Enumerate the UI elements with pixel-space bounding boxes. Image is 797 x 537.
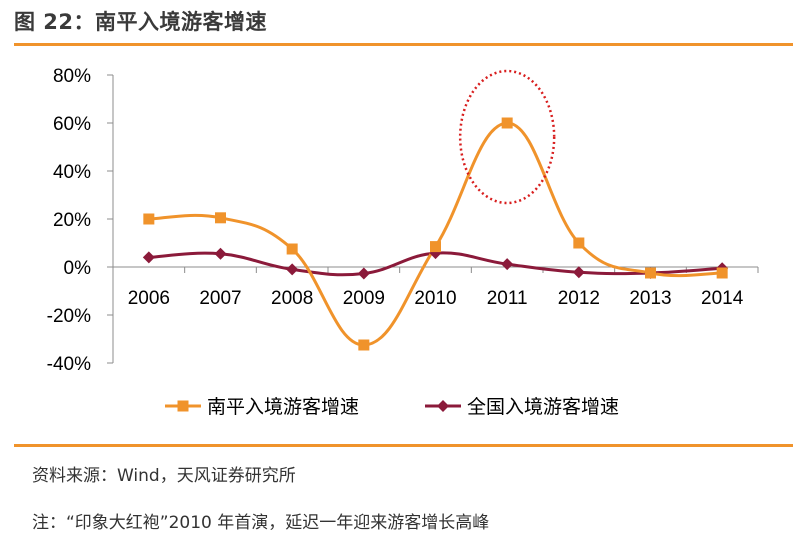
footer-divider — [14, 444, 793, 447]
x-tick-label: 2010 — [414, 288, 456, 309]
chart-legend: 南平入境游客增速 全国入境游客增速 — [165, 396, 619, 418]
y-tick-label: 20% — [53, 210, 91, 231]
x-tick-label: 2012 — [558, 288, 600, 309]
series-1-point — [286, 243, 298, 255]
series-1-point — [716, 267, 728, 279]
x-tick-label: 2013 — [629, 288, 671, 309]
series-1-point — [501, 117, 513, 129]
series-2-point — [214, 247, 227, 260]
x-tick-label: 2009 — [343, 288, 385, 309]
series-line-1 — [148, 121, 723, 347]
series-1-point — [573, 237, 585, 249]
y-axis: -40% -20% 0% 20% 40% 60% 80% — [47, 66, 114, 375]
highlight-ellipse — [458, 69, 556, 205]
x-axis: 2006 2007 2008 2009 2010 2011 2012 2013 2014 — [112, 266, 759, 309]
x-tick-label: 2007 — [199, 288, 241, 309]
peak-annotation — [458, 69, 556, 205]
remark-note: 注：“印象大红袍”2010 年首演，延迟一年迎来游客增长高峰 — [32, 513, 490, 533]
series-1-point — [358, 339, 370, 351]
series-1-point — [430, 241, 441, 253]
legend-label: 南平入境游客增速 — [207, 396, 359, 418]
title-divider — [14, 43, 793, 46]
y-tick-label: -20% — [47, 306, 91, 327]
data-markers — [142, 117, 729, 351]
x-tick-label: 2014 — [701, 288, 744, 309]
legend-marker-square — [177, 400, 189, 412]
y-tick-label: -40% — [47, 354, 91, 375]
y-tick-label: 60% — [53, 114, 91, 135]
series-lines — [148, 121, 723, 347]
legend-marker-diamond — [437, 400, 449, 412]
series-1-point — [143, 213, 155, 225]
source-note: 资料来源：Wind，天风证券研究所 — [32, 466, 296, 486]
legend-label: 全国入境游客增速 — [467, 396, 619, 418]
x-tick-label: 2008 — [271, 288, 313, 309]
y-tick-label: 80% — [53, 66, 91, 87]
line-chart: -40%-20%0%20%40%60%80% 2006 2007 2008 2009 2… — [47, 66, 759, 418]
series-2-point — [357, 267, 370, 280]
series-1-point — [645, 267, 656, 279]
series-2-point — [286, 263, 299, 276]
series-2-point — [501, 258, 514, 271]
y-tick-label: 40% — [53, 162, 91, 183]
y-tick-label: 0% — [64, 258, 92, 279]
figure-title: 图 22：南平入境游客增速 — [14, 10, 268, 34]
series-2-point — [142, 251, 155, 264]
series-2-point — [572, 266, 585, 279]
series-1-point — [215, 212, 226, 224]
x-tick-label: 2006 — [128, 288, 170, 309]
x-tick-label: 2011 — [487, 288, 528, 309]
